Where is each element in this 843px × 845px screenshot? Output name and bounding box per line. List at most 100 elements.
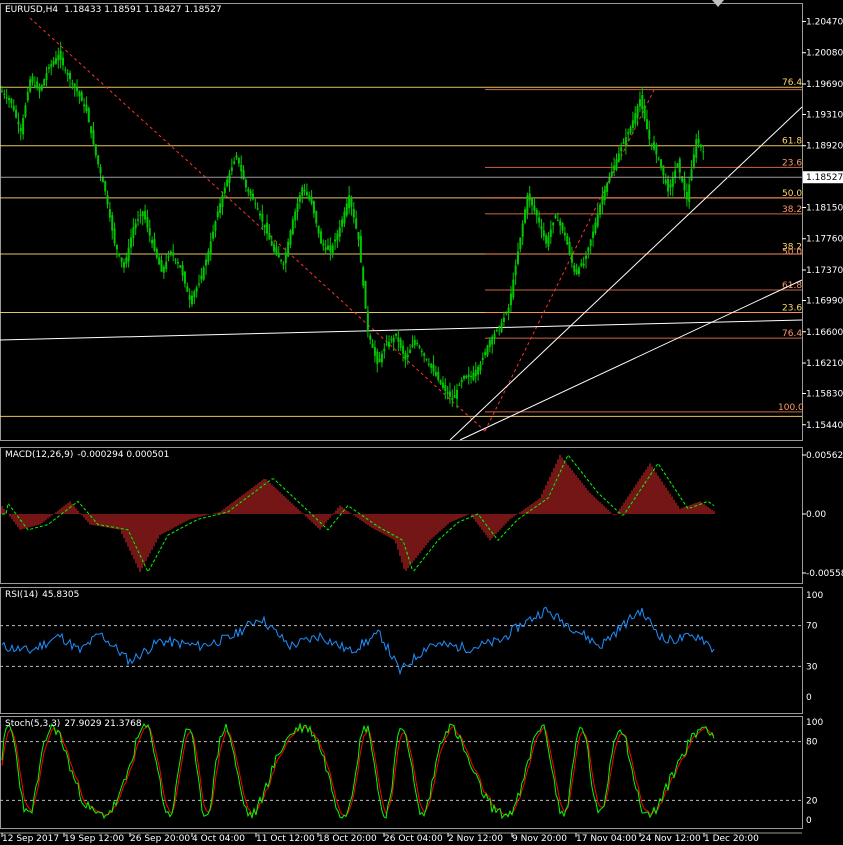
- candle-body: [364, 280, 367, 309]
- macd-pane[interactable]: [1, 454, 715, 573]
- candle-body: [589, 239, 592, 246]
- candle-body: [352, 208, 355, 218]
- candle-body: [331, 245, 334, 255]
- candle-body: [456, 389, 459, 399]
- candle-body: [228, 173, 231, 183]
- candle-body: [631, 120, 634, 129]
- candle-body: [399, 339, 402, 348]
- candle-body: [139, 214, 142, 216]
- fib-level-label: 61.8: [782, 137, 802, 147]
- fib-level-label: 38.2: [782, 243, 802, 253]
- candle-body: [439, 380, 442, 384]
- candle-body: [545, 235, 548, 244]
- candle-body: [141, 211, 144, 217]
- candle-body: [624, 137, 627, 147]
- candle-body: [287, 241, 290, 257]
- candle-body: [66, 72, 69, 76]
- stoch-tick-label: 100: [806, 718, 823, 728]
- candle-body: [481, 357, 484, 360]
- candle-body: [406, 354, 409, 358]
- candle-body: [669, 184, 672, 188]
- candle-body: [547, 236, 550, 247]
- candle-body: [448, 391, 451, 397]
- macd-tick-label: 0.00: [806, 510, 826, 520]
- candle-body: [681, 176, 684, 182]
- candle-body: [577, 267, 580, 275]
- candle-body: [420, 350, 423, 352]
- candle-body: [324, 247, 327, 251]
- candle-body: [664, 179, 667, 184]
- time-tick-label: 24 Nov 12:00: [640, 834, 701, 844]
- candle-body: [230, 167, 233, 171]
- candle-body: [542, 230, 545, 237]
- time-tick-label: 11 Oct 12:00: [256, 834, 315, 844]
- candle-body: [92, 130, 95, 145]
- candle-body: [524, 209, 527, 223]
- candle-body: [258, 213, 261, 216]
- candle-body: [270, 241, 273, 246]
- candle-body: [261, 213, 264, 222]
- candle-body: [634, 113, 637, 124]
- candle-body: [132, 227, 135, 238]
- candle-body: [538, 217, 541, 223]
- candle-body: [425, 358, 428, 360]
- candle-body: [165, 261, 168, 270]
- candle-body: [690, 169, 693, 181]
- candle-body: [650, 143, 653, 145]
- support-trendline: [0, 319, 803, 341]
- candle-body: [137, 219, 140, 221]
- pane-frame: [0, 716, 803, 829]
- stoch-main-line: [1, 722, 715, 820]
- candle-body: [45, 73, 48, 81]
- rsi-tick-label: 70: [806, 622, 818, 632]
- candle-body: [158, 257, 161, 265]
- price-tick-label: 1.16990: [806, 296, 843, 306]
- candle-body: [97, 155, 100, 165]
- rsi-pane[interactable]: [0, 606, 802, 676]
- candle-body: [357, 232, 360, 240]
- macd-tick-label: -0.00558: [806, 569, 843, 579]
- fib-level-label: 100.0: [778, 403, 804, 413]
- candle-body: [498, 326, 501, 328]
- candle-body: [505, 312, 508, 314]
- candle-body: [212, 231, 215, 239]
- candle-body: [695, 139, 698, 158]
- time-tick-label: 26 Sep 20:00: [130, 834, 190, 844]
- candle-body: [12, 105, 15, 111]
- candle-body: [308, 195, 311, 200]
- price-tick-label: 1.20470: [806, 17, 843, 27]
- time-tick-label: 9 Nov 20:00: [512, 834, 567, 844]
- candle-body: [554, 215, 557, 218]
- candle-body: [362, 267, 365, 286]
- candle-body: [108, 209, 111, 218]
- candle-body: [441, 382, 444, 388]
- candle-body: [50, 64, 53, 68]
- stoch-pane[interactable]: [0, 722, 802, 820]
- candle-body: [301, 187, 304, 196]
- candle-body: [263, 224, 266, 228]
- candle-body: [54, 58, 57, 64]
- scroll-marker-icon[interactable]: [712, 0, 724, 7]
- candle-body: [376, 351, 379, 364]
- fan-line: [459, 279, 803, 441]
- candle-body: [519, 237, 522, 250]
- price-pane[interactable]: 76.461.823.650.038.238.250.061.823.676.4…: [0, 17, 804, 441]
- candle-body: [106, 195, 109, 205]
- candle-body: [601, 195, 604, 205]
- candle-body: [193, 291, 196, 298]
- pane-frames: [0, 3, 803, 834]
- fib-level-label: 50.0: [782, 247, 802, 257]
- stoch-tick-label: 20: [806, 796, 818, 806]
- candle-body: [76, 87, 79, 92]
- candle-body: [477, 366, 480, 375]
- candle-body: [390, 338, 393, 340]
- candle-body: [437, 371, 440, 380]
- candle-body: [474, 369, 477, 377]
- candle-body: [385, 343, 388, 345]
- candle-body: [85, 104, 88, 112]
- candle-body: [172, 252, 175, 256]
- candle-body: [268, 232, 271, 240]
- candle-body: [200, 275, 203, 280]
- candle-body: [404, 353, 407, 360]
- time-tick-label: 19 Sep 12:00: [64, 834, 124, 844]
